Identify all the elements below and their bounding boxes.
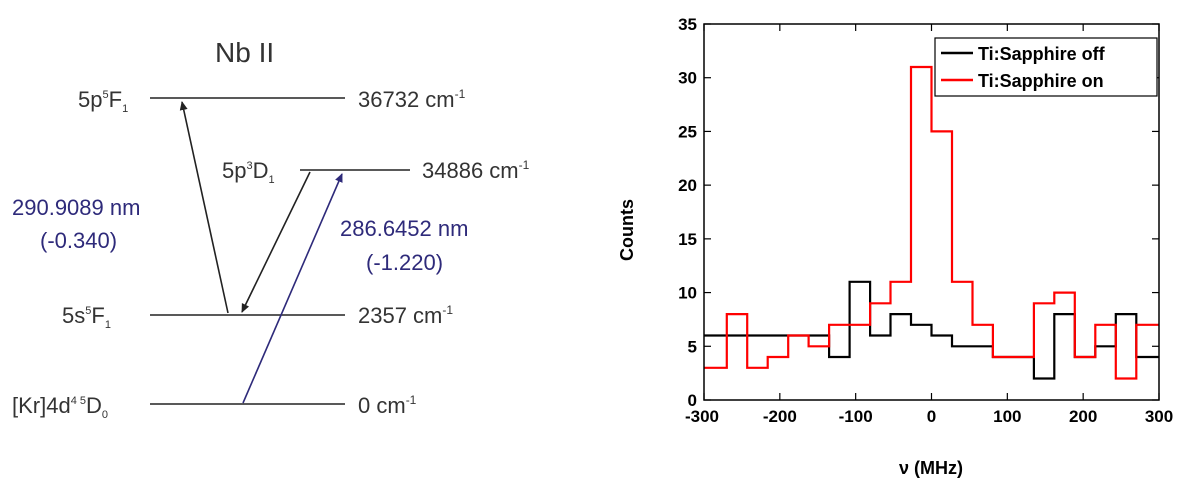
legend: Ti:Sapphire off Ti:Sapphire on: [934, 37, 1158, 97]
energy-level-diagram: Nb II 5p5F1 5p3D1 5s5F1 [Kr]4d4 5D0 3673…: [12, 37, 530, 421]
legend-label-off: Ti:Sapphire off: [978, 44, 1106, 64]
y-tick-label: 10: [678, 284, 697, 303]
y-tick-label: 25: [678, 122, 697, 141]
transition-value-label: (-0.340): [40, 228, 117, 253]
diagram-title: Nb II: [215, 37, 274, 68]
x-tick-label: 300: [1145, 407, 1173, 426]
legend-box: [934, 37, 1158, 97]
transition-arrow-290nm: [179, 101, 229, 314]
transition-arrow-286nm: [242, 173, 343, 404]
x-tick-label: 100: [993, 407, 1021, 426]
level-energy-label: 0 cm-1: [358, 393, 417, 418]
legend-label-on: Ti:Sapphire on: [978, 71, 1104, 91]
y-tick-label: 5: [688, 337, 697, 356]
x-tick-label: -100: [839, 407, 873, 426]
level-term-label: [Kr]4d4 5D0: [12, 393, 108, 421]
level-term-label: 5p3D1: [222, 158, 275, 186]
y-axis-label: Counts: [617, 199, 637, 261]
y-tick-label: 0: [688, 391, 697, 410]
transition-wavelength-label: 286.6452 nm: [340, 216, 468, 241]
y-tick-label: 15: [678, 230, 697, 249]
transition-arrow-decay: [241, 171, 311, 313]
y-tick-label: 20: [678, 176, 697, 195]
level-term-label: 5s5F1: [62, 303, 111, 331]
series-line-on: [704, 65, 1159, 380]
transition-wavelength-label: 290.9089 nm: [12, 195, 140, 220]
x-axis-label: ν (MHz): [899, 458, 963, 478]
x-tick-label: 200: [1069, 407, 1097, 426]
transition-value-label: (-1.220): [366, 250, 443, 275]
plot-frame: [703, 23, 1160, 401]
series-line-off: [704, 280, 1159, 380]
y-tick-label: 35: [678, 15, 697, 34]
x-tick-label: 0: [927, 407, 936, 426]
level-energy-label: 2357 cm-1: [358, 303, 453, 328]
level-term-label: 5p5F1: [78, 87, 128, 115]
x-tick-label: -200: [763, 407, 797, 426]
y-tick-label: 30: [678, 69, 697, 88]
x-tick-label: -300: [685, 407, 719, 426]
level-energy-label: 34886 cm-1: [422, 158, 530, 183]
level-energy-label: 36732 cm-1: [358, 87, 466, 112]
